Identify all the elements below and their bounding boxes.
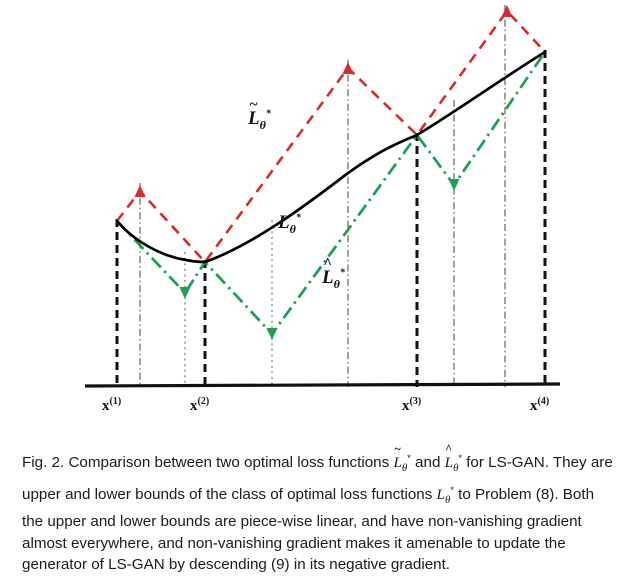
caption-math-2-star: *	[458, 453, 462, 463]
optimal-loss-annotation: Lθ*	[278, 212, 301, 236]
upper-bound-path	[115, 8, 546, 265]
series-optimal-loss-L	[115, 50, 547, 264]
caption-math-L-hat: ^ L	[444, 442, 454, 472]
midpoint-guide-lines	[139, 5, 506, 387]
caption-text-2: and	[410, 454, 445, 472]
caption-text-3: for LS-GAN. They are upper and lower bou…	[22, 454, 613, 503]
x-axis	[84, 382, 561, 388]
hat-accent-icon: ^	[445, 442, 453, 457]
hat-accent-icon: ^	[323, 255, 333, 273]
x-axis-tick-label-3: x(3)	[402, 396, 422, 414]
x-axis-line	[84, 382, 561, 388]
star-superscript: *	[265, 108, 271, 120]
star-superscript: *	[295, 212, 301, 224]
tilde-accent-icon: ~	[249, 96, 258, 114]
x-axis-tick-label-4: x(4)	[530, 396, 550, 414]
sample-guide-lines	[115, 50, 547, 387]
x-axis-tick-label-2: x(2)	[190, 396, 210, 414]
caption-figure-number: Fig. 2.	[22, 454, 65, 472]
theta-subscript: θ	[259, 117, 266, 132]
caption-math-2-sub: θ	[453, 462, 459, 475]
lower-bound-valley-marker-1	[179, 287, 191, 299]
lower-bound-annotation: ^ Lθ*	[322, 255, 345, 291]
theta-subscript: θ	[289, 221, 296, 236]
caption-paragraph: Fig. 2. Comparison between two optimal l…	[22, 442, 618, 576]
caption-math-L: L	[436, 485, 445, 503]
upper-bound-peak-marker-2	[342, 62, 354, 74]
caption-text-1: Comparison between two optimal loss func…	[64, 454, 394, 472]
caption-text-4: to Problem (8). Both the upper and lower…	[22, 485, 595, 574]
upper-bound-annotation: ~ Lθ*	[248, 96, 271, 132]
star-superscript: *	[339, 267, 345, 279]
caption-math-1-sub: θ	[401, 462, 408, 475]
caption-math-L-tilde: ~ L	[393, 442, 402, 472]
series-upper-bound-L-tilde	[115, 5, 546, 265]
theta-subscript: θ	[333, 276, 340, 291]
lower-bound-valley-marker-2	[266, 328, 278, 340]
optimal-loss-path	[115, 50, 547, 264]
caption-math-3-star: *	[450, 484, 454, 495]
tilde-accent-icon: ~	[394, 442, 401, 457]
x-axis-tick-label-1: x(1)	[102, 396, 122, 414]
loss-function-plot	[84, 5, 561, 388]
upper-bound-peak-marker-1	[134, 185, 146, 197]
figure-caption: Fig. 2. Comparison between two optimal l…	[0, 430, 640, 587]
series-lower-bound-L-hat	[115, 51, 547, 340]
caption-math-1-star: *	[407, 453, 411, 463]
caption-math-3-sub: θ	[444, 493, 451, 506]
lower-bound-valley-marker-3	[448, 179, 460, 191]
upper-bound-peak-marker-3	[501, 5, 513, 17]
